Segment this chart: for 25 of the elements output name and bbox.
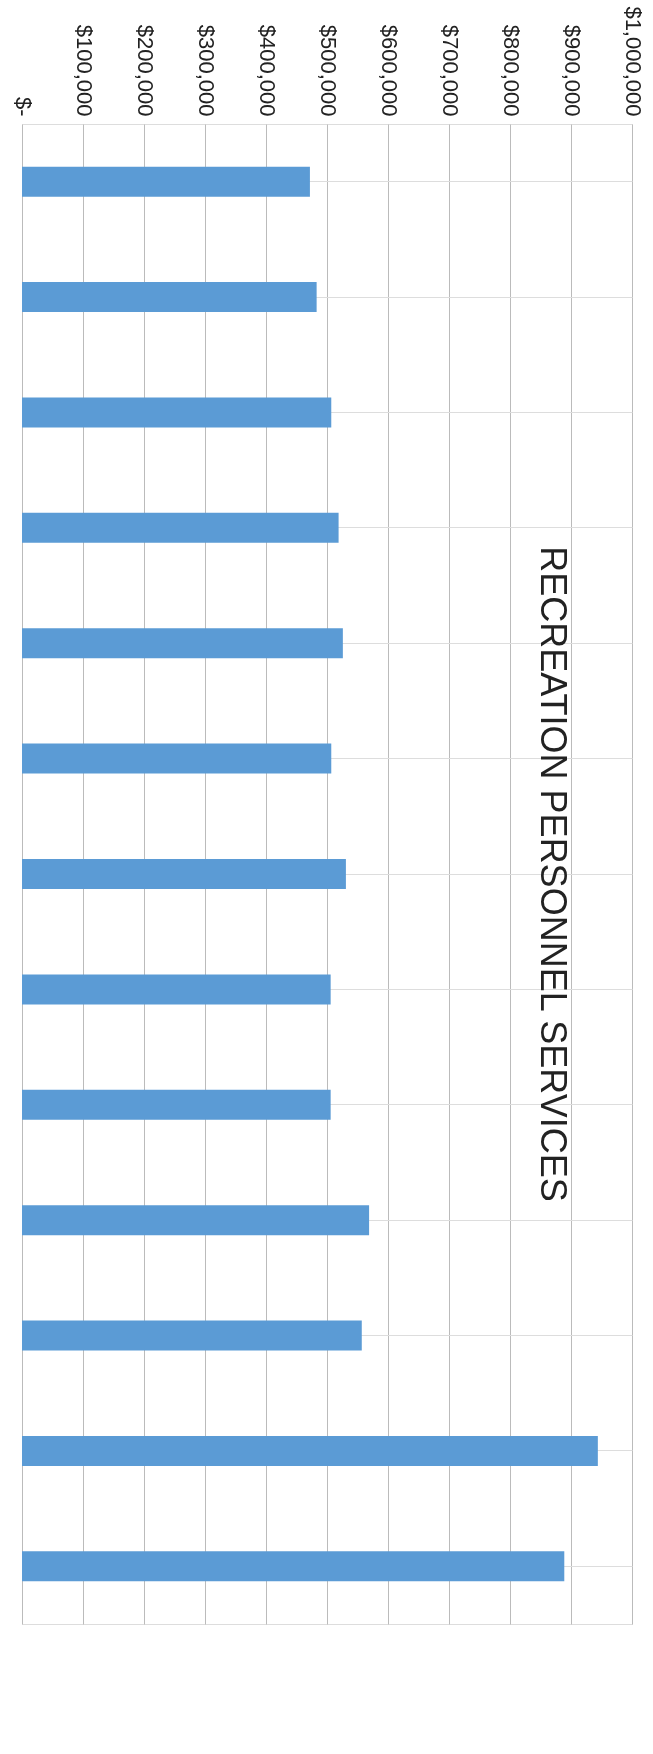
bar xyxy=(22,282,317,313)
bar xyxy=(22,1320,362,1351)
bar xyxy=(22,1205,370,1236)
x-tick-label: $700,000 xyxy=(437,24,463,117)
text: RECREATION PERSONNEL SERVICES xyxy=(533,546,574,1202)
x-tick-label: $600,000 xyxy=(376,24,402,117)
x-tick-label: $900,000 xyxy=(559,24,585,117)
bar xyxy=(22,628,343,659)
bar xyxy=(22,1551,565,1582)
x-tick-label: $300,000 xyxy=(193,24,219,117)
bar xyxy=(22,974,331,1005)
x-tick-label: $400,000 xyxy=(254,24,280,117)
x-tick-label: $200,000 xyxy=(132,24,158,117)
x-tick-label: $1,000,000 xyxy=(620,6,646,117)
bar xyxy=(22,166,310,197)
x-tick-label: $800,000 xyxy=(498,24,524,117)
bar xyxy=(22,859,346,889)
x-tick-label: $100,000 xyxy=(71,24,97,117)
bar xyxy=(22,512,339,543)
bar xyxy=(22,1435,598,1466)
x-tick-label: $- xyxy=(10,96,36,117)
bar xyxy=(22,397,332,428)
x-tick-label: $500,000 xyxy=(315,24,341,117)
bar xyxy=(22,1089,331,1120)
bar xyxy=(22,743,332,774)
